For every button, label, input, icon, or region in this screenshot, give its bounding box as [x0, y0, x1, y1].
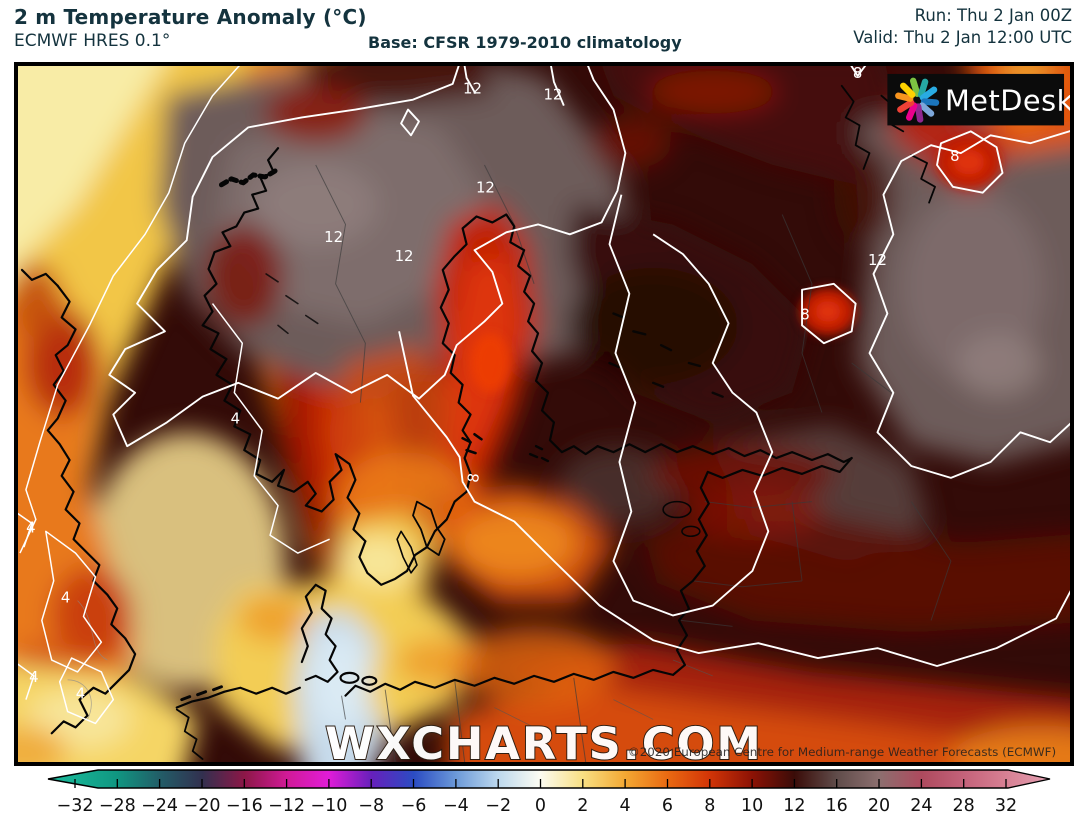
colorbar-tick-label: 32	[995, 796, 1017, 816]
colorbar-tick-label: −8	[358, 796, 384, 816]
colorbar-tick-label: 8	[704, 796, 715, 816]
contour-label: 12	[476, 179, 495, 197]
page-title: 2 m Temperature Anomaly (°C)	[14, 5, 367, 29]
colorbar-tick-label: 20	[868, 796, 890, 816]
logo-text: MetDesk	[945, 84, 1070, 118]
model-label: ECMWF HRES 0.1°	[14, 31, 171, 51]
contour-label: 8	[464, 472, 483, 484]
map-panel: 12 12 12 12 12 12 8 8 8 8 4 4 4 4 4 MetD…	[14, 62, 1074, 766]
anomaly-contours	[18, 66, 1070, 725]
contour-labels: 12 12 12 12 12 12 8 8 8 8 4 4 4 4 4	[26, 66, 959, 703]
colorbar-tick-label: 24	[910, 796, 932, 816]
colorbar-tick-label: 10	[741, 796, 763, 816]
colorbar-gradient-bar	[47, 769, 1051, 789]
colorbar-tick-label: 16	[826, 796, 848, 816]
climatology-base-label: Base: CFSR 1979-2010 climatology	[368, 33, 682, 52]
contour-label: 8	[853, 66, 862, 82]
colorbar-tick-label: −32	[57, 796, 94, 816]
colorbar-tick-label: −28	[99, 796, 136, 816]
contour-label: 4	[26, 518, 35, 536]
colorbar-tick-label: −12	[268, 796, 305, 816]
temperature-anomaly-field	[18, 66, 1070, 762]
contour-label: 8	[800, 305, 809, 323]
colorbar-tick-label: −4	[443, 796, 469, 816]
contour-label: 4	[231, 409, 240, 427]
contour-label: 12	[868, 251, 887, 269]
colorbar: −32 −28 −24 −20 −16 −12 −10 −8 −6 −4 −2 …	[0, 766, 1088, 832]
metdesk-logo: MetDesk	[887, 73, 1070, 126]
watermark: WXCHARTS.COM	[325, 718, 763, 762]
colorbar-tick-label: 6	[662, 796, 673, 816]
colorbar-tick-label: −24	[141, 796, 178, 816]
colorbar-tick-marks	[74, 779, 1007, 788]
contour-label: 12	[324, 228, 343, 246]
contour-label: 8	[950, 147, 959, 165]
colorbar-tick-label: −20	[184, 796, 221, 816]
colorbar-tick-label: −6	[401, 796, 427, 816]
colorbar-tick-labels: −32 −28 −24 −20 −16 −12 −10 −8 −6 −4 −2 …	[57, 796, 1018, 816]
colorbar-tick-label: 4	[620, 796, 631, 816]
contour-label: 4	[61, 589, 70, 607]
colorbar-tick-label: −2	[485, 796, 511, 816]
contour-label: 12	[463, 80, 482, 98]
valid-time-label: Valid: Thu 2 Jan 12:00 UTC	[853, 28, 1072, 47]
copyright-label: ©2020 European Centre for Medium-range W…	[628, 745, 1056, 759]
run-time-label: Run: Thu 2 Jan 00Z	[914, 6, 1072, 25]
coastlines	[20, 84, 936, 760]
contour-label: 12	[543, 86, 562, 104]
colorbar-tick-label: 12	[783, 796, 805, 816]
anomaly-map: 12 12 12 12 12 12 8 8 8 8 4 4 4 4 4 MetD…	[18, 66, 1070, 762]
colorbar-tick-label: 28	[953, 796, 975, 816]
contour-label: 4	[29, 668, 38, 686]
colorbar-tick-label: −10	[310, 796, 347, 816]
contour-label: 4	[76, 685, 85, 703]
colorbar-svg: −32 −28 −24 −20 −16 −12 −10 −8 −6 −4 −2 …	[47, 769, 1051, 816]
contour-label: 12	[395, 247, 414, 265]
colorbar-tick-label: 2	[577, 796, 588, 816]
colorbar-tick-label: −16	[226, 796, 263, 816]
metdesk-pinwheel-icon	[895, 77, 940, 123]
colorbar-tick-label: 0	[535, 796, 546, 816]
